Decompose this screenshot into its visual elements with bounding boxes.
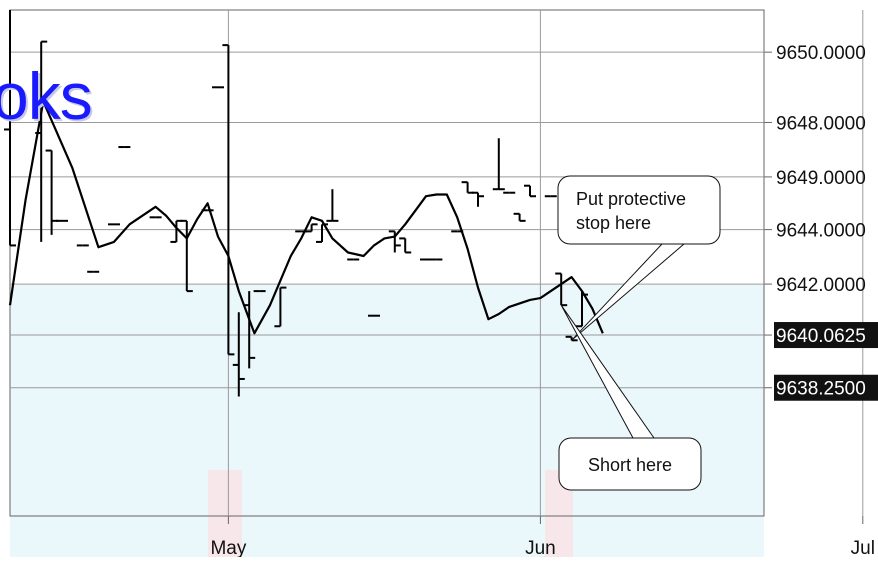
ohlc-bar xyxy=(274,286,287,328)
ohlc-bar xyxy=(305,223,318,233)
ohlc-bar xyxy=(222,44,235,356)
callout-pointer xyxy=(571,243,685,341)
y-tick-highlight xyxy=(774,374,878,401)
callout-text: Short here xyxy=(588,455,672,475)
watermark-text: oks xyxy=(0,59,93,133)
y-tick-label: 9640.0625 xyxy=(776,326,866,347)
callout: Short here xyxy=(558,304,702,491)
y-tick-label: 9648.0000 xyxy=(776,113,866,134)
ohlc-bar xyxy=(555,272,568,307)
ohlc-bar xyxy=(513,212,526,222)
callout-pointer xyxy=(560,304,655,439)
y-tick-highlight xyxy=(774,322,878,349)
ohlc-bar xyxy=(492,138,505,191)
callout-text: stop here xyxy=(576,213,651,233)
callout: Put protective stop here xyxy=(557,175,721,341)
plot-frame xyxy=(9,9,765,517)
y-tick-label: 9644.0000 xyxy=(776,221,866,242)
ohlc-bar xyxy=(472,191,484,207)
callout-box xyxy=(558,437,702,491)
callout-layer: Put protective stop here Short here xyxy=(557,175,721,491)
ohlc-bar xyxy=(45,149,58,235)
ohlc-bar xyxy=(524,184,536,198)
y-tick-label: 9638.2500 xyxy=(776,379,866,400)
x-tick-label: Jul xyxy=(851,538,875,557)
moving-average-line xyxy=(8,100,604,335)
x-tick-label: May xyxy=(210,538,246,557)
callout-box xyxy=(557,175,721,245)
y-tick-label: 9650.0000 xyxy=(776,43,866,64)
axis-layer: 9650.0000 9648.0000 9649.0000 9644.0000 9642… xyxy=(210,43,878,559)
callout-text: Put protective xyxy=(576,189,686,209)
ohlc-bar xyxy=(232,312,245,397)
ohlc-bar xyxy=(4,10,16,247)
y-tick-label: 9649.0000 xyxy=(776,168,866,189)
ohlc-bar xyxy=(399,237,412,254)
y-tick-label: 9642.0000 xyxy=(776,275,866,296)
x-tick-label: Jun xyxy=(525,538,556,557)
watermark-shape xyxy=(208,470,242,557)
ohlc-bar xyxy=(388,230,401,253)
ohlc-bar xyxy=(461,181,474,194)
ohlc-bar xyxy=(326,189,339,222)
ohlc-bar xyxy=(180,219,193,293)
moving-average-layer xyxy=(8,100,604,335)
